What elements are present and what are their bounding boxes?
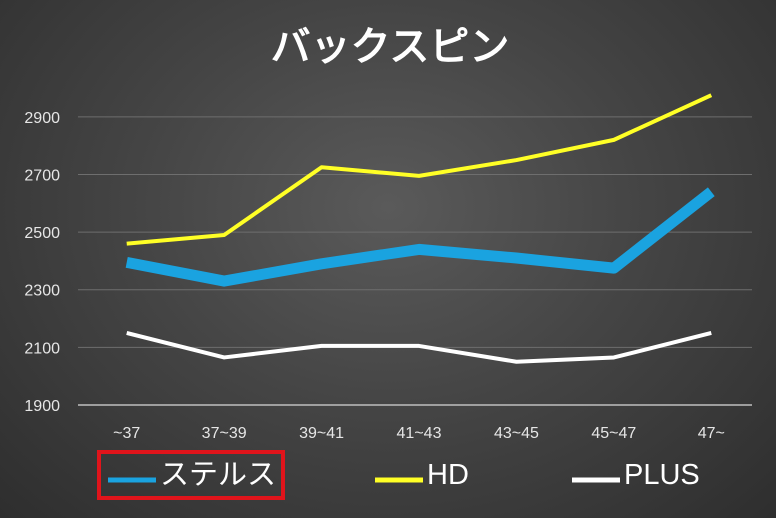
x-tick-label: 41~43 bbox=[397, 425, 442, 442]
series-lines bbox=[125, 93, 715, 364]
gridlines bbox=[78, 116, 752, 406]
legend-highlight-box bbox=[97, 450, 285, 500]
x-tick-label: 37~39 bbox=[202, 425, 247, 442]
y-axis-ticks: 1900 2100 2300 2500 2700 2900 bbox=[24, 110, 60, 415]
y-tick-label: 1900 bbox=[24, 398, 60, 415]
y-tick-label: 2500 bbox=[24, 225, 60, 242]
legend-label: HD bbox=[427, 459, 469, 491]
legend: ステルス HD PLUS bbox=[97, 450, 700, 500]
x-tick-label: 43~45 bbox=[494, 425, 539, 442]
legend-label: PLUS bbox=[624, 459, 700, 491]
chart-title: バックスピン bbox=[271, 24, 510, 70]
y-tick-label: 2900 bbox=[24, 110, 60, 127]
x-tick-label: 39~41 bbox=[299, 425, 344, 442]
series-line-1 bbox=[125, 187, 715, 287]
x-axis-ticks: ~37 37~39 39~41 41~43 43~45 45~47 47~ bbox=[113, 425, 725, 442]
x-tick-label: 45~47 bbox=[591, 425, 636, 442]
y-tick-label: 2300 bbox=[24, 283, 60, 300]
y-tick-label: 2700 bbox=[24, 167, 60, 184]
legend-label: ステルス bbox=[160, 457, 276, 491]
series-line-2 bbox=[126, 93, 713, 246]
series-line-3 bbox=[126, 331, 712, 364]
x-tick-label: ~37 bbox=[113, 425, 140, 442]
y-tick-label: 2100 bbox=[24, 340, 60, 357]
x-tick-label: 47~ bbox=[698, 425, 725, 442]
